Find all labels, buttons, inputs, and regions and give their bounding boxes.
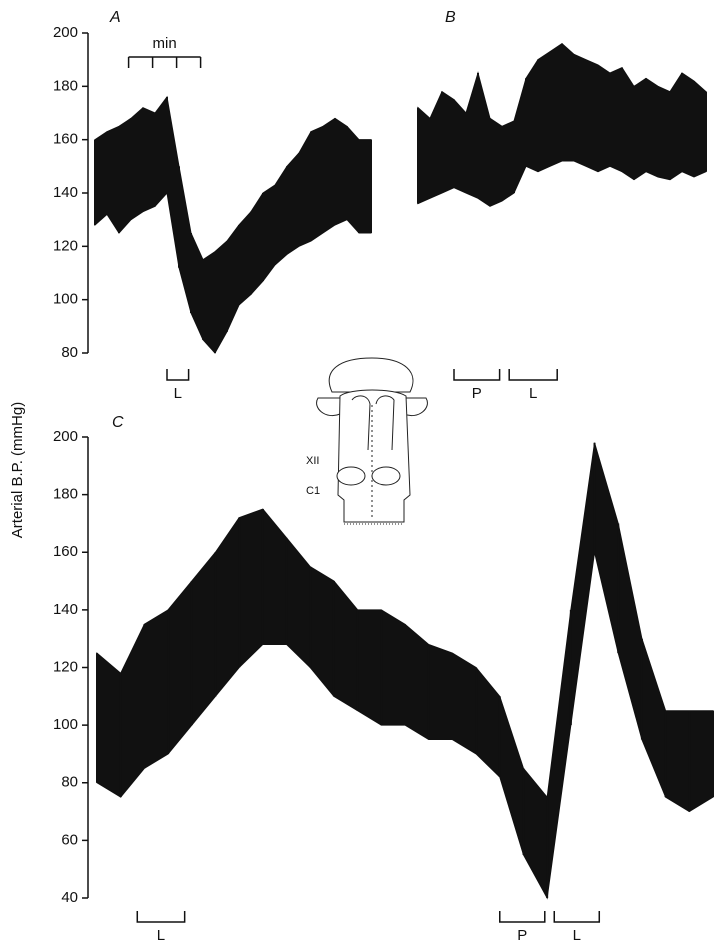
y-tick-label: 140 [53, 601, 78, 618]
stimulus-label: L [573, 927, 581, 943]
stimulus-bracket [553, 911, 601, 923]
stimulus-label: L [174, 385, 182, 402]
y-tick-label: 80 [61, 774, 78, 791]
diagram-label: XII [306, 455, 319, 467]
y-tick-label: 100 [53, 716, 78, 733]
y-tick-label: 200 [53, 428, 78, 445]
y-tick-label: 180 [53, 486, 78, 503]
y-tick-label: 140 [53, 184, 78, 201]
stimulus-bracket [136, 911, 186, 923]
stimulus-label: L [529, 385, 537, 402]
y-tick-label: 80 [61, 344, 78, 361]
diagram-label: C1 [306, 485, 320, 497]
brainstem-diagram: XII C1 [306, 357, 428, 525]
y-tick-label: 60 [61, 831, 78, 848]
stimulus-label: P [517, 927, 527, 943]
stimulus-label: L [157, 927, 165, 943]
y-tick-label: 180 [53, 77, 78, 94]
scale-bar-label: min [153, 35, 177, 52]
y-tick-label: 200 [53, 24, 78, 41]
pressure-band [94, 95, 372, 354]
panel-label: C [112, 414, 124, 431]
y-tick-label: 160 [53, 131, 78, 148]
stimulus-bracket [453, 369, 501, 381]
y-tick-label: 120 [53, 237, 78, 254]
y-axis-label: Arterial B.P. (mmHg) [9, 402, 26, 538]
y-tick-label: 160 [53, 543, 78, 560]
stimulus-bracket [499, 911, 546, 923]
stimulus-bracket [166, 369, 190, 381]
y-tick-label: 100 [53, 291, 78, 308]
stimulus-bracket [508, 369, 558, 381]
y-tick-label: 120 [53, 658, 78, 675]
panel-label: B [445, 9, 456, 26]
panel-label: A [109, 9, 121, 26]
stimulus-label: P [472, 385, 482, 402]
y-tick-label: 40 [61, 889, 78, 906]
